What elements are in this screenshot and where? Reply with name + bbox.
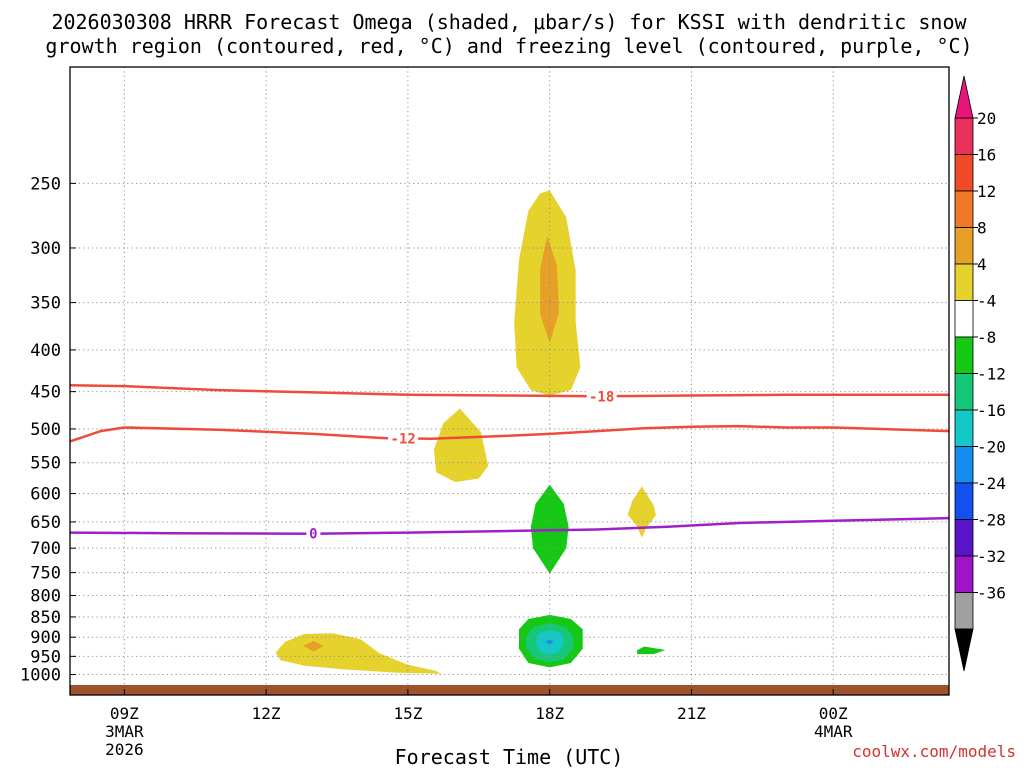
grid-lines <box>70 67 949 695</box>
y-tick-label: 850 <box>30 608 61 628</box>
omega-shading <box>275 190 666 674</box>
colorbar-label: -32 <box>977 547 1006 566</box>
x-tick-year: 2026 <box>105 740 144 759</box>
colorbar-swatch-6 <box>954 336 974 374</box>
omega-region-2 <box>433 408 489 483</box>
chart-title-line1: 2026030308 HRRR Forecast Omega (shaded, … <box>51 10 967 34</box>
y-tick-label: 1000 <box>20 666 61 686</box>
y-axis-ticks: 2503003504004505005506006507007508008509… <box>20 174 76 686</box>
chart-title-line2: growth region (contoured, red, °C) and f… <box>45 34 972 58</box>
y-tick-label: 800 <box>30 586 61 606</box>
contour-lines: -18 -12 0 <box>70 384 949 543</box>
colorbar-label: 8 <box>977 219 987 238</box>
x-axis-label: Forecast Time (UTC) <box>395 745 624 768</box>
contour-1 <box>70 424 949 443</box>
x-tick-date: 3MAR <box>105 722 144 741</box>
x-tick-label: 12Z <box>252 704 281 723</box>
x-tick-label: 09Z <box>110 704 139 723</box>
omega-region-3 <box>627 486 656 538</box>
colorbar-swatch-13 <box>954 592 974 630</box>
contour-label-0: -18 <box>589 389 614 405</box>
x-tick-label: 15Z <box>393 704 422 723</box>
colorbar-bottom-arrow <box>954 628 974 672</box>
source-credit[interactable]: coolwx.com/models <box>852 742 1016 761</box>
y-tick-label: 300 <box>30 239 61 259</box>
colorbar-swatch-3 <box>954 227 974 265</box>
x-tick-label: 00Z <box>819 704 848 723</box>
y-tick-label: 700 <box>30 539 61 559</box>
contour-label-2: 0 <box>309 527 317 543</box>
colorbar-label: -12 <box>977 365 1006 384</box>
omega-region-1 <box>540 236 560 343</box>
y-tick-label: 450 <box>30 383 61 403</box>
colorbar-top-arrow <box>954 75 974 119</box>
contour-label-bg-0 <box>586 389 617 404</box>
y-tick-label: 350 <box>30 294 61 314</box>
colorbar-swatch-12 <box>954 555 974 593</box>
x-tick-date: 4MAR <box>814 722 853 741</box>
y-tick-label: 950 <box>30 647 61 667</box>
y-tick-label: 500 <box>30 420 61 440</box>
colorbar-label: -16 <box>977 401 1006 420</box>
colorbar-swatch-1 <box>954 154 974 192</box>
colorbar-swatch-2 <box>954 190 974 228</box>
colorbar-label: -8 <box>977 328 996 347</box>
colorbar-swatch-8 <box>954 409 974 447</box>
y-tick-label: 550 <box>30 454 61 474</box>
ground-strip <box>70 685 949 695</box>
contour-label-1: -12 <box>391 431 416 447</box>
colorbar-swatch-0 <box>954 117 974 155</box>
omega-region-9 <box>637 646 666 655</box>
x-tick-label: 21Z <box>677 704 706 723</box>
colorbar-swatch-10 <box>954 482 974 520</box>
colorbar-swatch-5 <box>954 300 974 338</box>
colorbar-label: 20 <box>977 109 996 128</box>
colorbar-label: -20 <box>977 438 1006 457</box>
y-tick-label: 400 <box>30 341 61 361</box>
y-tick-label: 600 <box>30 485 61 505</box>
y-tick-label: 900 <box>30 628 61 648</box>
y-tick-label: 750 <box>30 564 61 584</box>
colorbar-label: -28 <box>977 511 1006 530</box>
x-tick-label: 18Z <box>535 704 564 723</box>
plot-frame <box>69 66 950 696</box>
ground-surface <box>70 685 949 695</box>
contour-label-bg-2 <box>306 526 321 541</box>
colorbar-swatch-4 <box>954 263 974 301</box>
contour-0 <box>70 384 949 398</box>
y-tick-label: 650 <box>30 513 61 533</box>
omega-region-8 <box>545 639 554 645</box>
colorbar-label: -36 <box>977 584 1006 603</box>
omega-colorbar: 20 16 12 8 4 -4 -8 -12 -16 -20 -24 -28 -32 -36 <box>954 75 1006 672</box>
omega-region-11 <box>303 641 324 652</box>
contour-2 <box>70 516 949 535</box>
y-tick-label: 250 <box>30 174 61 194</box>
colorbar-label: 12 <box>977 182 996 201</box>
contour-label-bg-1 <box>388 431 419 446</box>
colorbar-label: -24 <box>977 474 1006 493</box>
colorbar-label: -4 <box>977 292 996 311</box>
omega-region-10 <box>275 633 441 674</box>
colorbar-swatch-11 <box>954 519 974 557</box>
colorbar-label: 16 <box>977 146 996 165</box>
colorbar-swatch-7 <box>954 373 974 411</box>
colorbar-swatch-9 <box>954 446 974 484</box>
colorbar-label: 4 <box>977 255 987 274</box>
